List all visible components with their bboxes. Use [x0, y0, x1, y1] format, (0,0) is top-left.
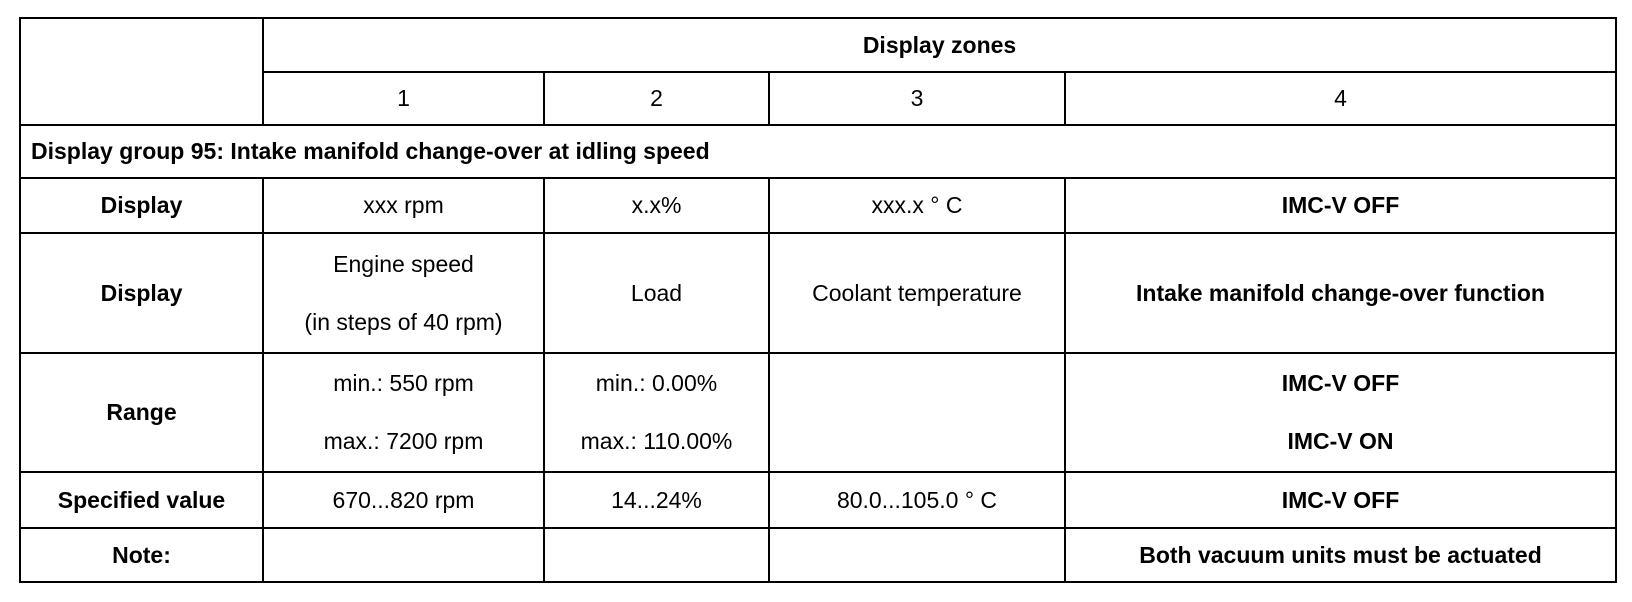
- cell: xxx rpm: [262, 177, 545, 234]
- cell: min.: 0.00% max.: 110.00%: [543, 352, 770, 473]
- cell-line: xxx rpm: [363, 192, 444, 218]
- table-body: Display zones 1 2 3 4 Display group 95: Intak…: [18, 17, 1618, 583]
- cell: min.: 550 rpm max.: 7200 rpm: [262, 352, 545, 473]
- cell: Engine speed (in steps of 40 rpm): [262, 232, 545, 354]
- cell: IMC-V OFF: [1063, 471, 1618, 529]
- cell-line: IMC-V OFF: [1281, 370, 1400, 396]
- header-title: Display zones: [261, 17, 1618, 73]
- cell: Load: [543, 232, 770, 354]
- cell-line: x.x%: [631, 192, 682, 218]
- cell-line: IMC-V OFF: [1281, 192, 1400, 218]
- display-table: Display zones 1 2 3 4 Display group 95: Intak…: [18, 17, 1618, 583]
- cell-line: min.: 0.00%: [595, 370, 718, 396]
- cell: IMC-V OFF: [1063, 177, 1618, 234]
- cell-line: xxx.x ° C: [871, 192, 963, 218]
- cell: [768, 527, 1066, 583]
- row-label: Range: [19, 352, 264, 473]
- cell: 80.0...105.0 ° C: [768, 471, 1066, 529]
- data-row: Display xxx rpm x.x% xxx.x ° C IMC-V OFF: [19, 177, 1618, 234]
- cell-line: (in steps of 40 rpm): [304, 309, 503, 335]
- cell-line: Intake manifold change-over function: [1136, 280, 1545, 306]
- row-label: Display: [19, 177, 264, 234]
- cell: Both vacuum units must be actuated: [1063, 527, 1618, 583]
- cell: 670...820 rpm: [262, 471, 545, 529]
- cell: IMC-V OFF IMC-V ON: [1063, 352, 1618, 473]
- cell: Intake manifold change-over function: [1063, 232, 1618, 354]
- zone-number: 2: [543, 71, 770, 126]
- cell: Coolant temperature: [768, 232, 1066, 354]
- corner-cell: [19, 17, 264, 126]
- cell-line: Engine speed: [333, 251, 474, 277]
- cell-line: min.: 550 rpm: [333, 370, 474, 396]
- cell: xxx.x ° C: [768, 177, 1066, 234]
- header-row: Display zones: [19, 17, 1618, 126]
- zone-number: 3: [768, 71, 1066, 126]
- data-row: Display Engine speed (in steps of 40 rpm) L…: [19, 232, 1618, 354]
- data-row: Range min.: 550 rpm max.: 7200 rpm min.: 0.…: [19, 352, 1618, 473]
- row-label: Display: [19, 232, 264, 354]
- cell-line: IMC-V ON: [1287, 427, 1394, 454]
- data-row: Specified value 670...820 rpm 14...24% 80.0…: [19, 471, 1618, 529]
- row-label: Note:: [19, 527, 264, 583]
- cell-line: 670...820 rpm: [332, 487, 475, 513]
- cell-line: Coolant temperature: [812, 280, 1022, 306]
- cell-line: 80.0...105.0 ° C: [836, 487, 998, 513]
- cell: [543, 527, 770, 583]
- cell-line: IMC-V OFF: [1281, 487, 1400, 513]
- cell-line: max.: 110.00%: [580, 427, 733, 454]
- cell-line: Load: [630, 280, 683, 306]
- zone-number: 1: [262, 71, 545, 126]
- cell-line: Both vacuum units must be actuated: [1139, 542, 1542, 568]
- cell-line: max.: 7200 rpm: [323, 427, 484, 454]
- zone-number: 4: [1063, 71, 1618, 126]
- row-label: Specified value: [19, 471, 264, 529]
- cell: 14...24%: [543, 471, 770, 529]
- cell: x.x%: [543, 177, 770, 234]
- group-title: Display group 95: Intake manifold change…: [18, 124, 1618, 179]
- group-row: Display group 95: Intake manifold change…: [18, 124, 1618, 179]
- data-row: Note: Both vacuum units must be actuated: [19, 527, 1618, 583]
- cell: [262, 527, 545, 583]
- cell: [768, 352, 1066, 473]
- cell-line: 14...24%: [611, 487, 702, 513]
